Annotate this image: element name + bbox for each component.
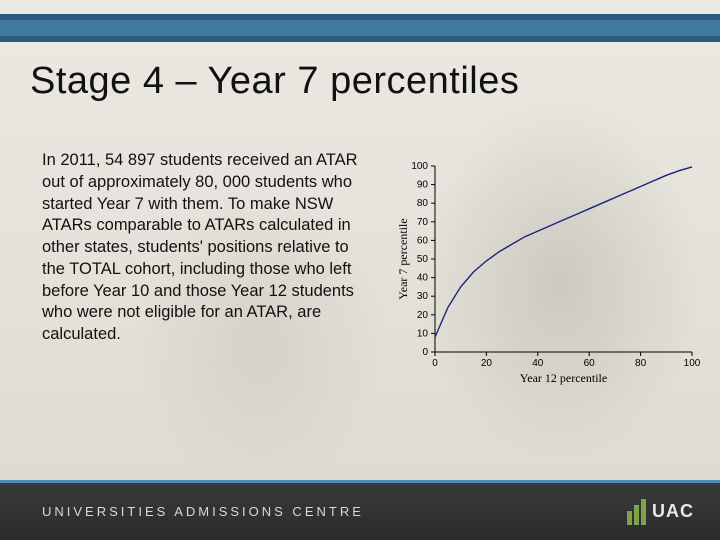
- percentile-chart: 0 20 40 60 80 100 0 10 20 30 40 50 60 70 80 90 100 Year 1…: [395, 158, 700, 388]
- slide-body-text: In 2011, 54 897 students received an ATA…: [42, 150, 362, 346]
- svg-text:50: 50: [417, 254, 429, 265]
- svg-text:Year 12 percentile: Year 12 percentile: [520, 371, 607, 385]
- logo-text: UAC: [652, 501, 694, 522]
- svg-text:Year 7 percentile: Year 7 percentile: [396, 218, 410, 299]
- svg-text:30: 30: [417, 291, 429, 302]
- footer-bar: UNIVERSITIES ADMISSIONS CENTRE UAC: [0, 480, 720, 540]
- svg-text:20: 20: [481, 358, 493, 369]
- uac-logo: UAC: [627, 499, 694, 525]
- slide-title: Stage 4 – Year 7 percentiles: [30, 60, 700, 103]
- chart-svg: 0 20 40 60 80 100 0 10 20 30 40 50 60 70 80 90 100 Year 1…: [395, 158, 700, 388]
- svg-text:60: 60: [584, 358, 596, 369]
- footer-org-name: UNIVERSITIES ADMISSIONS CENTRE: [42, 504, 364, 519]
- svg-text:40: 40: [532, 358, 544, 369]
- svg-text:10: 10: [417, 328, 429, 339]
- svg-text:70: 70: [417, 217, 429, 228]
- svg-text:20: 20: [417, 310, 429, 321]
- svg-text:60: 60: [417, 235, 429, 246]
- svg-text:40: 40: [417, 273, 429, 284]
- svg-text:90: 90: [417, 180, 429, 191]
- svg-text:0: 0: [422, 347, 428, 358]
- svg-text:100: 100: [411, 161, 428, 172]
- svg-text:80: 80: [417, 198, 429, 209]
- svg-text:80: 80: [635, 358, 647, 369]
- top-accent-band: [0, 14, 720, 42]
- logo-bars-icon: [627, 499, 646, 525]
- svg-text:100: 100: [684, 358, 700, 369]
- svg-text:0: 0: [432, 358, 438, 369]
